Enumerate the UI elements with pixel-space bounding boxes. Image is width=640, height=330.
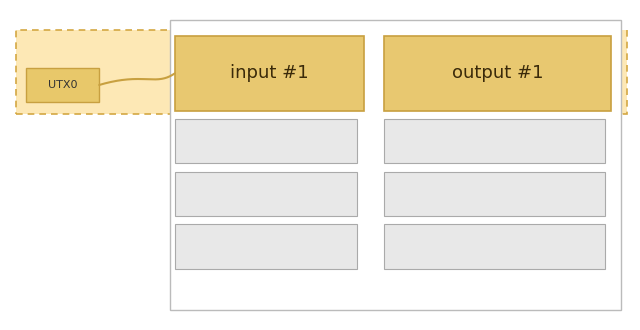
Text: output #1: output #1	[452, 64, 543, 82]
FancyBboxPatch shape	[384, 172, 605, 216]
FancyBboxPatch shape	[170, 20, 621, 310]
FancyBboxPatch shape	[175, 172, 357, 216]
FancyBboxPatch shape	[175, 119, 357, 163]
Text: input #1: input #1	[230, 64, 308, 82]
Text: UTX0: UTX0	[47, 80, 77, 90]
FancyBboxPatch shape	[384, 224, 605, 269]
FancyBboxPatch shape	[175, 36, 364, 111]
FancyBboxPatch shape	[384, 36, 611, 111]
FancyBboxPatch shape	[175, 224, 357, 269]
FancyBboxPatch shape	[26, 68, 99, 102]
FancyBboxPatch shape	[384, 119, 605, 163]
FancyBboxPatch shape	[16, 30, 627, 114]
